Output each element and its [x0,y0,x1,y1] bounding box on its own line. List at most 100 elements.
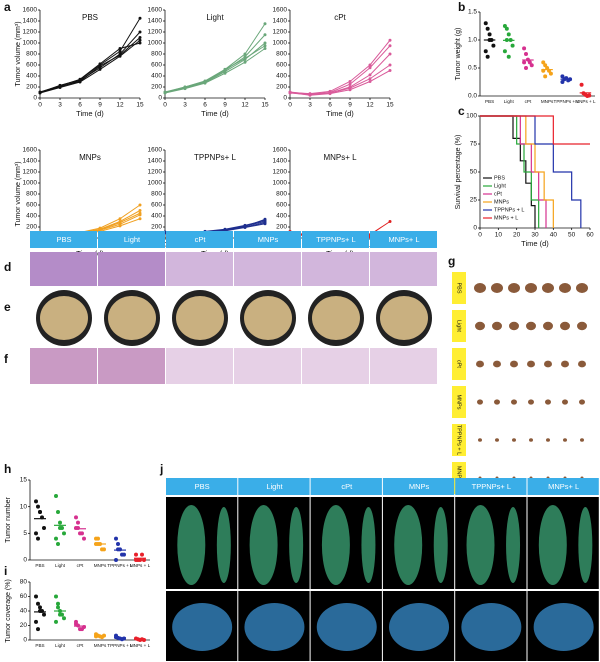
point [527,60,532,65]
panel-label: d [4,260,11,274]
y-tick-label: 1600 [23,147,38,154]
x-tick-label: 0 [163,242,167,249]
y-tick-label: 800 [151,51,162,58]
point [114,536,118,541]
point [138,209,142,212]
point [506,32,511,37]
point [76,520,80,525]
x-tick-label: TPPNPs + L [107,563,133,568]
y-tick-label: 1200 [148,169,163,176]
he-image [234,252,301,286]
header-label: MNPs+ L [388,235,419,244]
point [54,494,58,498]
x-tick-label: 9 [223,102,227,109]
x-tick-label: 20 [513,232,521,239]
y-tick-label: 1600 [273,147,288,154]
y-tick-label: 80 [20,579,28,586]
point [522,46,527,51]
point [138,558,142,562]
x-tick-label: cPt [525,99,532,104]
axial-signal [244,603,305,651]
point [78,77,82,81]
tumor-image [512,438,516,442]
x-tick-label: 6 [328,102,332,109]
body-signal [394,505,423,585]
point [116,542,120,546]
panel-label: e [4,300,11,314]
axial-signal [533,603,594,651]
y-tick-label: 1200 [23,29,38,36]
x-tick-label: 12 [366,102,374,109]
row-tag [452,348,466,380]
point [485,26,490,31]
point [36,601,40,606]
point [74,622,78,627]
y-axis-label: Tumor weight (g) [455,28,462,81]
tumor-image [559,283,571,293]
point [58,520,62,525]
x-tick-label: 3 [58,102,62,109]
x-tick-label: 15 [261,102,269,109]
point [114,635,118,640]
point [263,33,267,37]
tumor-image [511,399,517,405]
lung-image [234,348,301,384]
legend-label: PBS [494,175,505,181]
liver-image [312,296,360,340]
y-tick-label: 400 [276,213,287,220]
tumor-image [577,321,587,331]
survival-curve [480,115,554,228]
y-tick-label: 600 [151,62,162,69]
point [140,552,144,557]
x-tick-label: PBS [35,643,44,648]
series-line [39,31,141,93]
point [36,504,40,509]
he-image [302,252,369,286]
point [502,49,507,54]
series-line [39,39,141,94]
x-axis-label: Time (d) [201,109,229,118]
header-cell [234,231,301,248]
body-signal [249,505,278,585]
header-cell [238,478,310,495]
liver-image [40,296,88,340]
x-tick-label: 9 [98,102,102,109]
survival-curve [480,115,547,228]
x-tick-label: cPt [77,563,84,568]
survival-curve [480,115,590,145]
point [522,60,527,65]
x-axis-label: Time (d) [521,239,549,248]
point [42,612,46,617]
row-tag [452,310,466,342]
y-tick-label: 200 [26,224,37,231]
body-signal [216,507,231,583]
point [541,60,546,65]
point [34,531,38,536]
y-tick-label: 5 [23,530,27,537]
point [78,80,82,84]
y-tick-label: 75 [470,141,478,148]
x-tick-label: 0 [288,102,292,109]
liver-image [380,296,428,340]
point [243,60,247,64]
point [118,54,122,58]
series-line [164,23,266,93]
x-tick-label: MNPs [541,99,554,104]
y-tick-label: 0.0 [468,93,477,100]
y-tick-label: 200 [276,84,287,91]
x-tick-label: 30 [531,232,539,239]
series-line [289,39,391,95]
y-tick-label: 1000 [23,180,38,187]
legend-label: cPt [494,191,502,197]
row-tag [452,386,466,418]
header-cell [527,478,599,495]
y-tick-label: 200 [276,224,287,231]
header-cell [310,478,382,495]
panel-label: i [4,564,7,578]
header-label: MNPs+ L [548,482,579,491]
y-tick-label: 1200 [148,29,163,36]
point [263,217,267,221]
point [62,616,66,621]
point [368,73,372,77]
point [368,63,372,67]
